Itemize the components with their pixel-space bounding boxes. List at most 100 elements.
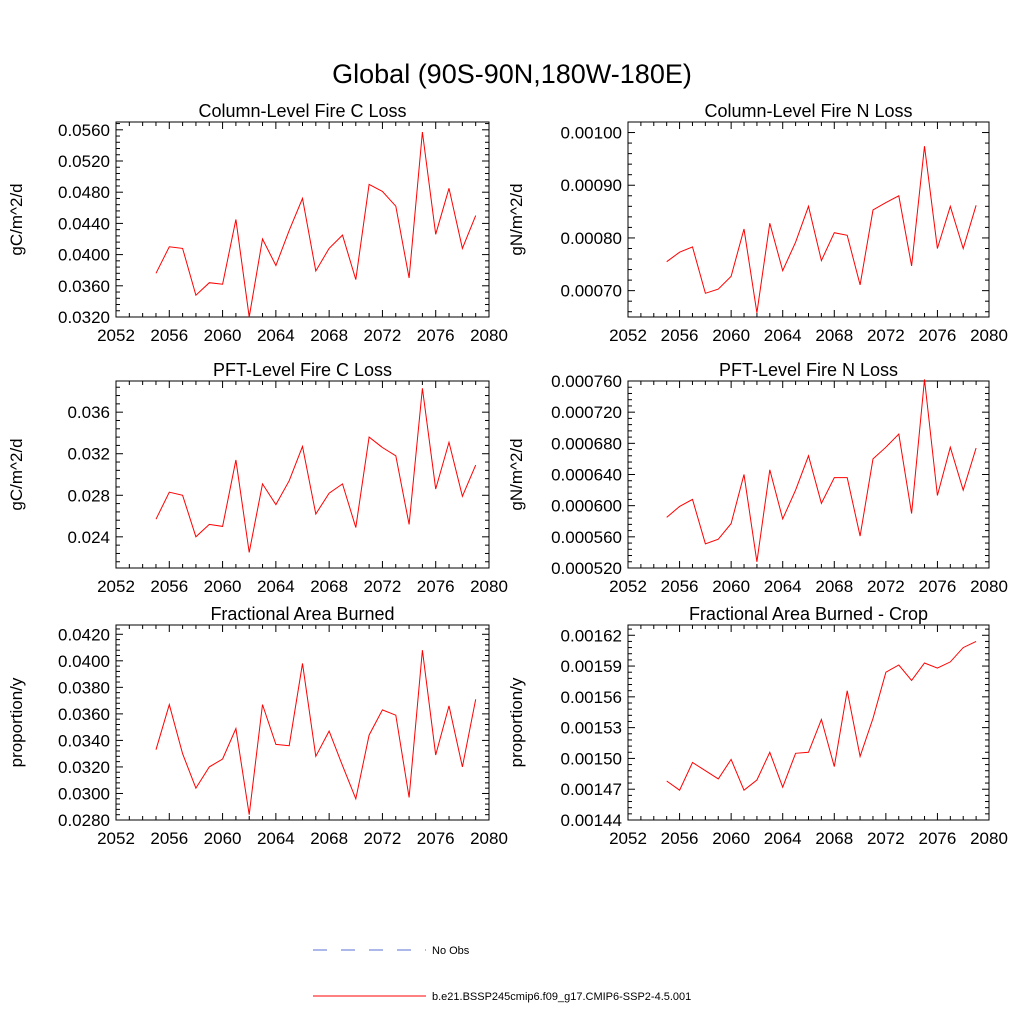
x-tick-label: 2056 xyxy=(150,326,188,345)
y-tick-label: 0.0380 xyxy=(58,678,110,697)
x-tick-label: 2064 xyxy=(257,577,295,596)
x-tick-label: 2072 xyxy=(364,577,402,596)
x-tick-label: 2060 xyxy=(204,577,242,596)
y-tick-label: 0.000640 xyxy=(551,466,622,485)
x-tick-label: 2076 xyxy=(919,326,957,345)
y-tick-label: 0.0280 xyxy=(58,811,110,830)
panel-5: Fractional Area Burned 2052 2056 2060 2064 20… xyxy=(7,604,508,848)
y-tick-label: 0.00156 xyxy=(561,688,622,707)
x-tick-label: 2068 xyxy=(310,577,348,596)
x-tick-label: 2080 xyxy=(970,326,1008,345)
x-tick-label: 2064 xyxy=(764,326,802,345)
x-tick-label: 2068 xyxy=(815,577,853,596)
x-tick-label: 2072 xyxy=(867,829,905,848)
x-tick-label: 2056 xyxy=(150,577,188,596)
figure-title: Global (90S-90N,180W-180E) xyxy=(332,59,692,89)
x-tick-label: 2076 xyxy=(919,829,957,848)
y-axis-label: gN/m^2/d xyxy=(507,438,526,510)
x-tick-label: 2064 xyxy=(257,829,295,848)
series-line-model xyxy=(666,379,977,562)
x-tick-label: 2060 xyxy=(204,326,242,345)
y-tick-label: 0.0440 xyxy=(58,214,110,233)
x-tick-label: 2056 xyxy=(661,829,699,848)
y-axis-label: proportion/y xyxy=(507,677,526,767)
legend-label-no-obs: No Obs xyxy=(432,945,470,957)
panel-3: PFT-Level Fire C Loss 2052 2056 2060 2064 206… xyxy=(7,360,508,596)
x-tick-label: 2076 xyxy=(919,577,957,596)
y-tick-label: 0.028 xyxy=(67,486,110,505)
y-tick-label: 0.00147 xyxy=(561,780,622,799)
legend: No Obs b.e21.BSSP245cmip6.f09_g17.CMIP6-… xyxy=(313,945,691,1003)
x-tick-label: 2072 xyxy=(867,577,905,596)
x-tick-label: 2076 xyxy=(417,829,455,848)
y-axis-label: gC/m^2/d xyxy=(7,438,26,510)
y-tick-label: 0.0480 xyxy=(58,183,110,202)
x-tick-label: 2060 xyxy=(712,829,750,848)
x-tick-label: 2052 xyxy=(97,829,135,848)
y-tick-label: 0.00153 xyxy=(561,719,622,738)
x-tick-label: 2056 xyxy=(661,577,699,596)
y-tick-label: 0.000520 xyxy=(551,559,622,578)
x-tick-label: 2080 xyxy=(470,577,508,596)
x-tick-label: 2068 xyxy=(815,829,853,848)
y-tick-label: 0.024 xyxy=(67,528,110,547)
panel-title: Column-Level Fire C Loss xyxy=(198,101,406,121)
y-tick-label: 0.00162 xyxy=(561,626,622,645)
x-tick-label: 2056 xyxy=(661,326,699,345)
x-tick-label: 2068 xyxy=(815,326,853,345)
y-tick-label: 0.00150 xyxy=(561,749,622,768)
y-tick-label: 0.0400 xyxy=(58,246,110,265)
panel-6: Fractional Area Burned - Crop 2052 2056 206… xyxy=(507,604,1008,848)
y-tick-label: 0.000760 xyxy=(551,372,622,391)
y-tick-label: 0.00070 xyxy=(561,282,622,301)
y-tick-label: 0.0560 xyxy=(58,121,110,140)
series-line-model xyxy=(666,640,977,792)
x-tick-label: 2064 xyxy=(764,577,802,596)
x-tick-label: 2080 xyxy=(470,829,508,848)
x-tick-label: 2080 xyxy=(970,829,1008,848)
y-tick-label: 0.0300 xyxy=(58,784,110,803)
x-tick-label: 2060 xyxy=(712,577,750,596)
y-tick-label: 0.000680 xyxy=(551,434,622,453)
x-tick-label: 2076 xyxy=(417,326,455,345)
panel-1: Column-Level Fire C Loss 2052 2056 2060 2064… xyxy=(7,101,508,345)
x-tick-label: 2060 xyxy=(712,326,750,345)
y-axis-label: gC/m^2/d xyxy=(7,183,26,255)
x-tick-label: 2080 xyxy=(970,577,1008,596)
x-tick-label: 2072 xyxy=(364,326,402,345)
y-tick-label: 0.00080 xyxy=(561,229,622,248)
y-tick-label: 0.032 xyxy=(67,445,110,464)
x-tick-label: 2052 xyxy=(609,326,647,345)
y-tick-label: 0.00100 xyxy=(561,124,622,143)
y-tick-label: 0.0360 xyxy=(58,277,110,296)
series-line-model xyxy=(155,388,477,553)
panel-title: Fractional Area Burned - Crop xyxy=(689,604,928,624)
x-tick-label: 2072 xyxy=(364,829,402,848)
x-tick-label: 2052 xyxy=(609,829,647,848)
y-tick-label: 0.000560 xyxy=(551,528,622,547)
x-tick-label: 2064 xyxy=(764,829,802,848)
y-axis-label: gN/m^2/d xyxy=(507,183,526,255)
y-tick-label: 0.0320 xyxy=(58,308,110,327)
y-tick-label: 0.0360 xyxy=(58,705,110,724)
y-tick-label: 0.0340 xyxy=(58,731,110,750)
y-tick-label: 0.0520 xyxy=(58,152,110,171)
x-tick-label: 2052 xyxy=(609,577,647,596)
series-line-model xyxy=(666,146,977,313)
y-tick-label: 0.0420 xyxy=(58,625,110,644)
y-tick-label: 0.00159 xyxy=(561,657,622,676)
panel-title: PFT-Level Fire C Loss xyxy=(213,360,392,380)
panel-title: PFT-Level Fire N Loss xyxy=(719,360,898,380)
panels: Column-Level Fire C Loss 2052 2056 2060 2064… xyxy=(7,101,1008,848)
panel-title: Column-Level Fire N Loss xyxy=(704,101,912,121)
x-tick-label: 2052 xyxy=(97,326,135,345)
y-tick-label: 0.00144 xyxy=(561,811,622,830)
x-tick-label: 2060 xyxy=(204,829,242,848)
x-tick-label: 2064 xyxy=(257,326,295,345)
y-tick-label: 0.00090 xyxy=(561,176,622,195)
legend-label-model: b.e21.BSSP245cmip6.f09_g17.CMIP6-SSP2-4.… xyxy=(432,991,691,1003)
x-tick-label: 2072 xyxy=(867,326,905,345)
y-tick-label: 0.000600 xyxy=(551,497,622,516)
y-tick-label: 0.036 xyxy=(67,403,110,422)
